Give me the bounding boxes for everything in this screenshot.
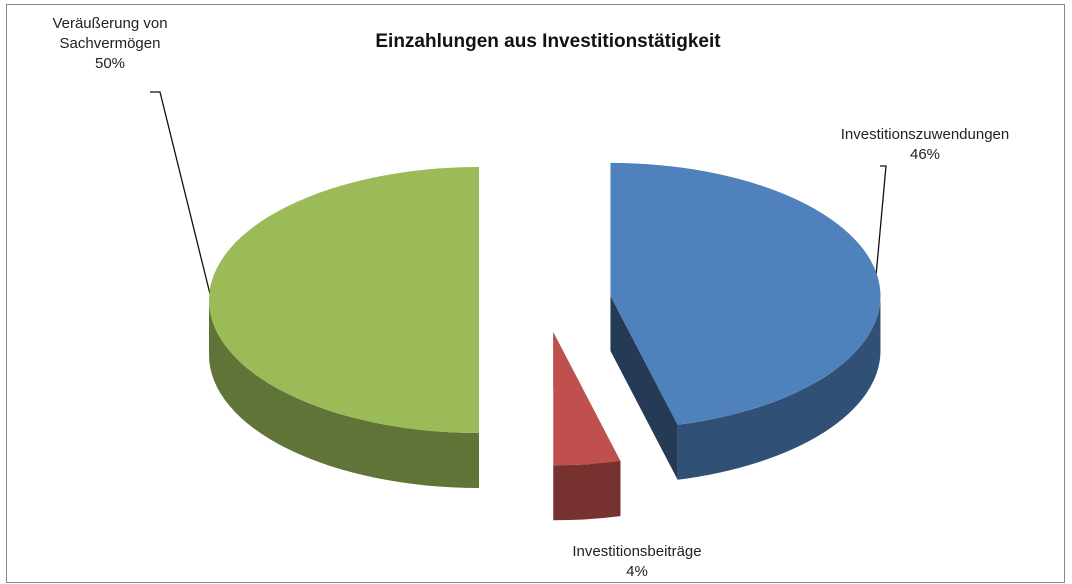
slice (209, 167, 479, 433)
slice-rim (553, 461, 621, 521)
chart-border (6, 4, 1065, 583)
value-label: 46% (909, 146, 941, 163)
category-label: Veräußerung von Sachvermögen (52, 15, 168, 52)
slice-label: Veräußerung von Sachvermögen 50% (30, 14, 190, 74)
slice-label: Investitionszuwendungen 46% (840, 125, 1010, 165)
leader-line (875, 165, 887, 277)
leader-line (150, 91, 212, 299)
slice (553, 332, 621, 466)
chart-title: Einzahlungen aus Investitionstätigkeit (375, 31, 721, 52)
category-label: Investitionszuwendungen (840, 126, 1010, 143)
slice-label: Investitionsbeiträge 4% (537, 542, 737, 582)
category-label: Investitionsbeiträge (572, 543, 702, 560)
slice (610, 162, 881, 425)
slice-rim (209, 300, 479, 488)
value-label: 50% (94, 55, 126, 72)
slice-rim (677, 295, 881, 480)
slice-side (610, 295, 678, 480)
value-label: 4% (626, 563, 648, 580)
